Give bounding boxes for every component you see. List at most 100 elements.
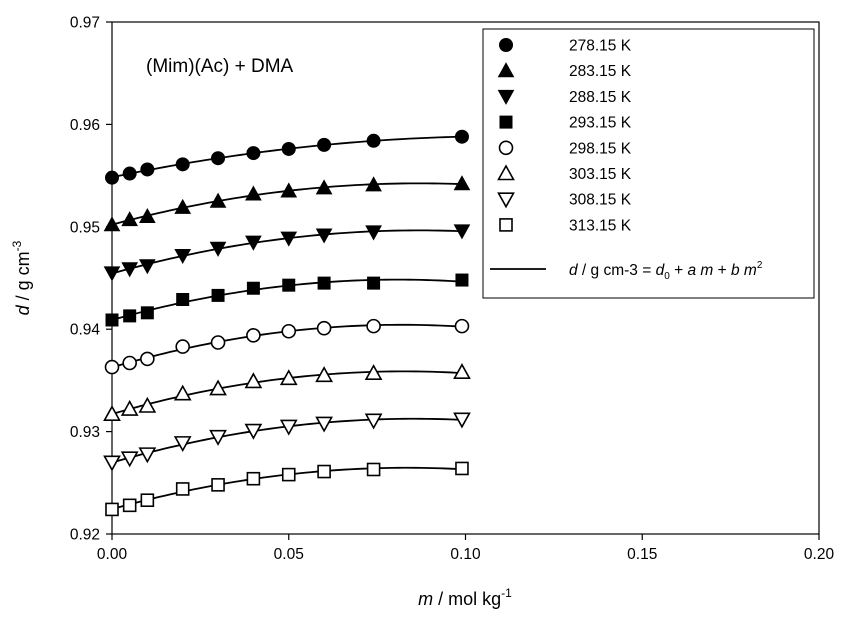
data-point — [209, 379, 227, 396]
data-point — [280, 231, 298, 247]
legend-label: 313.15 K — [569, 217, 632, 234]
data-point — [317, 276, 331, 290]
data-point — [174, 198, 192, 214]
legend-label: 308.15 K — [569, 192, 632, 209]
y-tick-label: 0.92 — [70, 527, 100, 544]
y-tick-label: 0.94 — [70, 322, 101, 339]
legend-label: 298.15 K — [569, 140, 632, 157]
data-point — [281, 141, 296, 156]
data-point — [139, 208, 156, 224]
data-point — [315, 416, 333, 433]
legend-label: 293.15 K — [569, 115, 632, 132]
data-point — [453, 363, 471, 380]
data-point — [317, 137, 332, 152]
data-point — [245, 235, 262, 251]
data-point — [122, 498, 137, 513]
data-point — [453, 175, 471, 191]
x-axis-title: m / mol kg-1 — [418, 586, 512, 609]
data-point — [138, 447, 157, 464]
data-point — [123, 309, 137, 323]
data-point — [454, 318, 470, 334]
data-point — [246, 328, 261, 343]
data-point — [140, 351, 155, 367]
data-point — [211, 478, 225, 492]
data-point — [121, 211, 139, 227]
data-point — [140, 162, 155, 177]
data-point — [138, 396, 157, 413]
data-point — [366, 318, 381, 334]
legend-label: 288.15 K — [569, 89, 632, 106]
legend: 278.15 K 283.15 K 288.15 K 293.15 K 298.15 K… — [497, 38, 632, 234]
data-point — [174, 248, 192, 265]
x-tick-label: 0.10 — [450, 546, 481, 563]
data-point — [104, 359, 120, 375]
data-point — [139, 259, 156, 275]
y-tick-label: 0.97 — [70, 15, 100, 32]
data-point — [315, 179, 333, 195]
data-point — [364, 413, 383, 430]
data-point — [281, 467, 296, 482]
data-point — [105, 502, 119, 517]
data-point — [211, 151, 226, 166]
data-point — [140, 306, 154, 320]
data-point — [210, 335, 226, 350]
data-point — [315, 366, 333, 383]
data-point — [246, 471, 261, 486]
legend-marker — [498, 140, 514, 156]
data-point — [122, 166, 137, 181]
data-point — [365, 176, 382, 192]
data-point — [279, 369, 298, 386]
data-point — [103, 455, 121, 472]
data-point — [366, 133, 381, 148]
data-point — [140, 493, 155, 508]
data-point — [211, 288, 225, 302]
x-tick-label: 0.20 — [804, 546, 835, 563]
data-point — [173, 384, 192, 401]
data-point — [175, 157, 190, 172]
data-point — [364, 364, 383, 381]
data-point — [209, 429, 227, 446]
y-tick-label: 0.95 — [70, 219, 100, 236]
y-tick-label: 0.93 — [70, 424, 100, 441]
x-tick-label: 0.00 — [97, 546, 128, 563]
x-tick-label: 0.05 — [274, 546, 304, 563]
legend-marker — [497, 164, 515, 181]
data-point — [365, 225, 382, 241]
x-tick-label: 0.15 — [627, 546, 657, 563]
data-point — [245, 185, 262, 201]
data-point — [455, 461, 469, 476]
data-point — [455, 273, 469, 287]
chart-annotation: (Mim)(Ac) + DMA — [146, 56, 294, 77]
legend-fit-label: d / g cm-3 = d0 + a m + b m2 — [569, 260, 763, 282]
legend-marker — [497, 192, 515, 209]
legend-marker — [499, 115, 513, 129]
data-point — [121, 262, 139, 278]
legend-label: 278.15 K — [569, 38, 632, 55]
data-point — [103, 405, 121, 421]
legend-marker — [497, 62, 515, 78]
legend-marker — [497, 89, 515, 105]
data-point — [279, 419, 298, 436]
data-point — [209, 241, 227, 257]
data-point — [367, 276, 381, 290]
data-point — [176, 293, 190, 307]
data-point — [120, 451, 139, 468]
data-point — [103, 216, 121, 232]
data-point — [315, 228, 333, 244]
data-point — [244, 372, 263, 389]
data-point — [453, 224, 471, 240]
data-point — [246, 281, 260, 295]
y-tick-label: 0.96 — [70, 117, 100, 134]
data-point — [244, 423, 263, 440]
data-point — [366, 462, 381, 477]
data-point — [454, 129, 469, 144]
legend-label: 283.15 K — [569, 63, 632, 80]
data-point — [120, 399, 139, 416]
data-point — [317, 464, 331, 479]
data-point — [175, 339, 190, 354]
data-point — [453, 412, 471, 429]
legend-label: 303.15 K — [569, 166, 632, 183]
data-point — [173, 436, 192, 453]
y-axis-title: d / g cm-3 — [10, 240, 33, 315]
